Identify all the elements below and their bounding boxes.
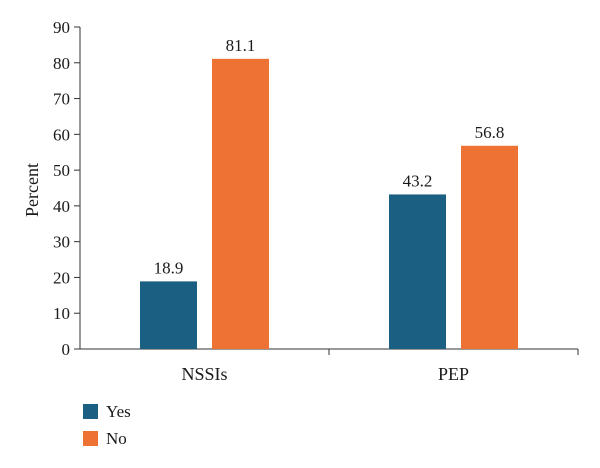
bar-yes-pep (389, 194, 446, 349)
y-tick-label: 70 (53, 90, 70, 109)
y-tick-label: 50 (53, 161, 70, 180)
x-tick-label: PEP (438, 364, 469, 384)
y-tick-label: 30 (53, 233, 70, 252)
y-tick-label: 20 (53, 268, 70, 287)
bar-no-pep (461, 145, 518, 349)
y-tick-label: 10 (53, 304, 70, 323)
legend-swatch-yes (83, 404, 98, 419)
y-tick-label: 60 (53, 125, 70, 144)
legend: Yes No (83, 402, 131, 448)
x-tick-label: NSSIs (181, 364, 227, 384)
bar-yes-nssis (140, 281, 197, 349)
data-label: 18.9 (154, 258, 184, 277)
x-axis: NSSIs PEP (80, 348, 579, 384)
data-label: 56.8 (475, 123, 505, 142)
data-label: 81.1 (226, 36, 256, 55)
legend-swatch-no (83, 431, 98, 446)
y-tick-label: 90 (53, 18, 70, 37)
y-tick-label: 80 (53, 54, 70, 73)
y-tick-label: 0 (62, 340, 71, 359)
legend-label: No (106, 429, 127, 448)
y-tick-label: 40 (53, 197, 70, 216)
y-axis: 0 10 20 30 40 50 60 70 80 90 (53, 18, 81, 359)
bars: 18.9 81.1 43.2 56.8 (140, 36, 518, 349)
bar-no-nssis (212, 58, 269, 349)
legend-label: Yes (106, 402, 131, 421)
y-axis-title: Percent (22, 163, 42, 217)
data-label: 43.2 (403, 171, 433, 190)
